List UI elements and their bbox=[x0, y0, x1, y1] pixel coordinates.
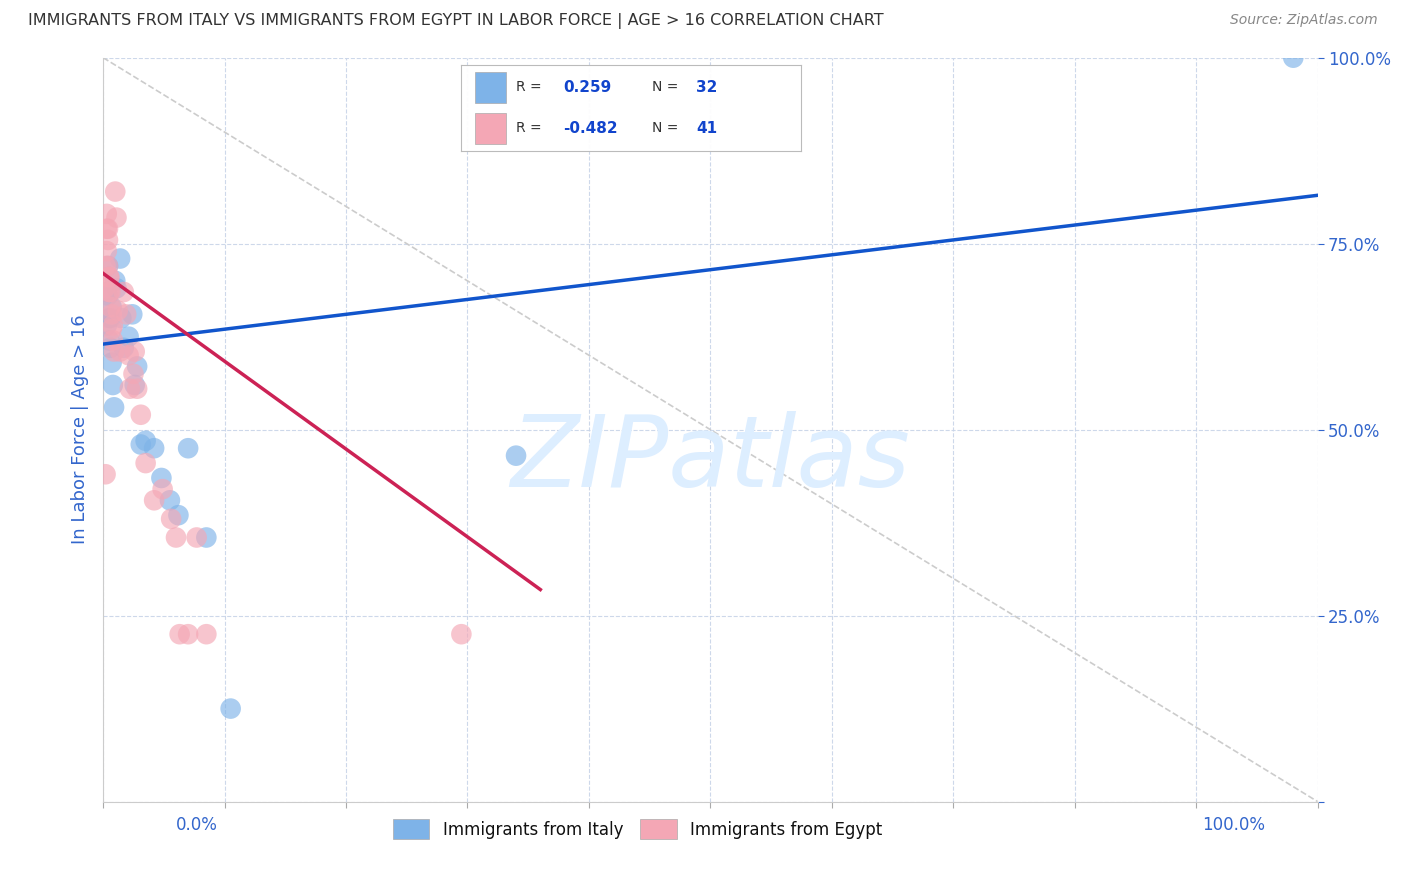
Point bbox=[103, 344, 125, 359]
Point bbox=[96, 244, 118, 258]
Point bbox=[124, 344, 146, 359]
Point bbox=[121, 307, 143, 321]
Point bbox=[129, 437, 152, 451]
Point bbox=[98, 311, 121, 326]
Point bbox=[167, 508, 190, 523]
Point bbox=[112, 285, 135, 299]
Y-axis label: In Labor Force | Age > 16: In Labor Force | Age > 16 bbox=[72, 315, 89, 544]
Point bbox=[97, 259, 120, 273]
Point bbox=[97, 259, 120, 273]
Point bbox=[122, 367, 145, 381]
Point bbox=[108, 344, 131, 359]
Text: 100.0%: 100.0% bbox=[1202, 816, 1265, 834]
Point bbox=[110, 311, 132, 326]
Point bbox=[195, 627, 218, 641]
Point bbox=[117, 329, 139, 343]
Point bbox=[117, 348, 139, 362]
Point bbox=[100, 307, 122, 321]
Point bbox=[186, 531, 208, 545]
Point bbox=[177, 441, 200, 455]
Point bbox=[100, 311, 122, 326]
Point bbox=[135, 456, 157, 470]
Point bbox=[105, 211, 128, 225]
Point bbox=[160, 512, 183, 526]
Point bbox=[100, 356, 122, 370]
Text: 0.0%: 0.0% bbox=[176, 816, 218, 834]
Point bbox=[94, 259, 117, 273]
Point bbox=[100, 300, 122, 314]
Point bbox=[124, 378, 146, 392]
Point bbox=[101, 334, 124, 348]
Point bbox=[107, 303, 129, 318]
Point bbox=[101, 318, 124, 333]
Text: ZIPatlas: ZIPatlas bbox=[510, 411, 910, 508]
Point bbox=[118, 382, 141, 396]
Point bbox=[97, 233, 120, 247]
Point bbox=[104, 185, 127, 199]
Point bbox=[105, 281, 128, 295]
Point bbox=[108, 252, 131, 266]
Text: Source: ZipAtlas.com: Source: ZipAtlas.com bbox=[1230, 13, 1378, 28]
Point bbox=[96, 318, 118, 333]
Point bbox=[98, 285, 121, 299]
Point bbox=[97, 221, 120, 235]
Point bbox=[98, 270, 121, 285]
Point bbox=[100, 341, 122, 355]
Point bbox=[98, 270, 121, 285]
Point bbox=[219, 701, 242, 715]
Text: IMMIGRANTS FROM ITALY VS IMMIGRANTS FROM EGYPT IN LABOR FORCE | AGE > 16 CORRELA: IMMIGRANTS FROM ITALY VS IMMIGRANTS FROM… bbox=[28, 13, 884, 29]
Point bbox=[177, 627, 200, 641]
Point bbox=[100, 300, 122, 314]
Point bbox=[96, 221, 118, 235]
Point bbox=[165, 531, 187, 545]
Point bbox=[143, 493, 166, 508]
Point bbox=[115, 307, 138, 321]
Point bbox=[135, 434, 157, 448]
Point bbox=[112, 341, 135, 355]
Point bbox=[97, 289, 120, 303]
Point bbox=[100, 285, 122, 299]
Point bbox=[159, 493, 181, 508]
Point bbox=[96, 285, 118, 299]
Point bbox=[195, 531, 218, 545]
Point bbox=[98, 334, 121, 348]
Point bbox=[127, 382, 149, 396]
Point bbox=[101, 378, 124, 392]
Point bbox=[100, 322, 122, 336]
Point bbox=[505, 449, 527, 463]
Point bbox=[93, 281, 115, 295]
Point bbox=[150, 471, 173, 485]
Point bbox=[129, 408, 152, 422]
Point bbox=[143, 441, 166, 455]
Point bbox=[450, 627, 472, 641]
Point bbox=[127, 359, 149, 374]
Point bbox=[96, 207, 118, 221]
Point bbox=[1282, 51, 1305, 65]
Point bbox=[94, 467, 117, 482]
Point bbox=[104, 274, 127, 288]
Legend: Immigrants from Italy, Immigrants from Egypt: Immigrants from Italy, Immigrants from E… bbox=[387, 813, 889, 846]
Point bbox=[103, 401, 125, 415]
Point bbox=[152, 482, 174, 496]
Point bbox=[169, 627, 191, 641]
